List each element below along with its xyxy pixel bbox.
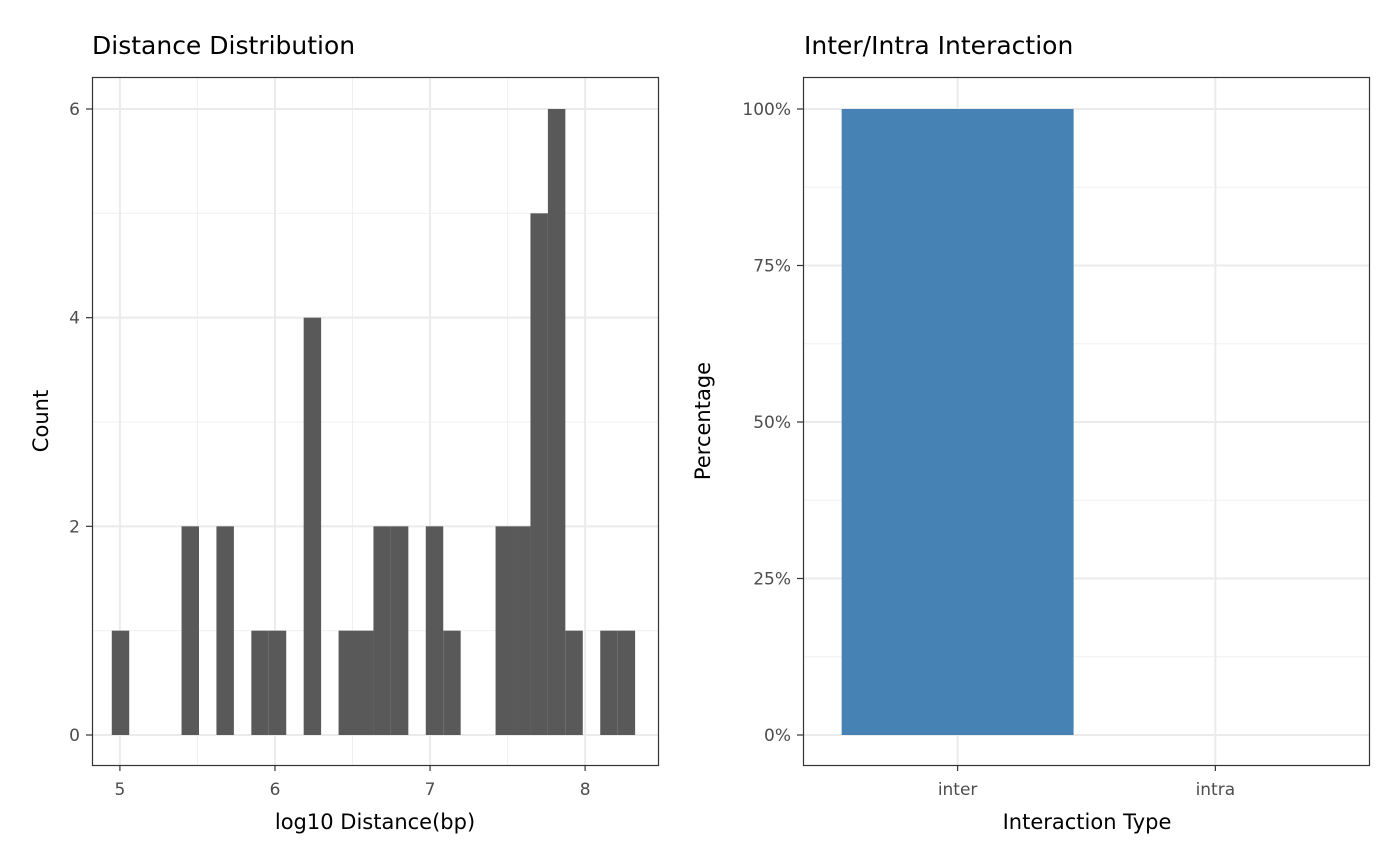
percentage-bar-inter bbox=[841, 109, 1074, 735]
histogram-bar bbox=[356, 630, 374, 735]
y-tick-label: 4 bbox=[69, 309, 80, 329]
histogram-bar bbox=[303, 317, 322, 735]
y-tick-label: 2 bbox=[69, 517, 80, 537]
interaction-panel-border bbox=[802, 76, 1371, 767]
y-tick-label: 100% bbox=[742, 100, 791, 120]
histogram-bar bbox=[268, 630, 287, 735]
histogram-bar bbox=[617, 630, 636, 735]
histogram-bar bbox=[513, 526, 531, 735]
y-tick-label: 6 bbox=[69, 100, 80, 120]
histogram-bar bbox=[216, 526, 234, 735]
y-tick-label: 0% bbox=[764, 726, 791, 746]
histogram-bar bbox=[443, 630, 461, 735]
interaction-type-panel: Inter/Intra Interaction 0% 25% 50% 75% 100% i… bbox=[691, 31, 1371, 834]
distance-axis-ticks: 5 6 7 8 0 2 4 6 bbox=[69, 100, 590, 800]
histogram-bar bbox=[565, 630, 583, 735]
x-tick-label: 6 bbox=[270, 780, 281, 800]
x-tick-label: 8 bbox=[580, 780, 591, 800]
histogram-bar bbox=[373, 526, 391, 735]
x-tick-label: 7 bbox=[425, 780, 436, 800]
histogram-bar bbox=[338, 630, 357, 735]
y-tick-label: 75% bbox=[753, 257, 791, 277]
histogram-bar bbox=[111, 630, 130, 735]
histogram-bar bbox=[600, 630, 618, 735]
histogram-bar bbox=[425, 526, 444, 735]
histogram-bar bbox=[181, 526, 199, 735]
distance-histogram-bars bbox=[111, 109, 636, 736]
distance-panel-border bbox=[91, 76, 660, 767]
histogram-bar bbox=[530, 213, 548, 736]
x-tick-label: intra bbox=[1196, 780, 1236, 800]
y-tick-label: 0 bbox=[69, 726, 80, 746]
histogram-bar bbox=[390, 526, 409, 735]
y-tick-label: 25% bbox=[753, 570, 791, 590]
interaction-bars bbox=[841, 109, 1074, 735]
x-tick-label: 5 bbox=[114, 780, 125, 800]
interaction-x-axis-title: Interaction Type bbox=[1003, 810, 1172, 834]
interaction-y-axis-title: Percentage bbox=[691, 362, 715, 480]
distance-y-axis-title: Count bbox=[29, 390, 53, 452]
histogram-bar bbox=[547, 109, 566, 735]
y-tick-label: 50% bbox=[753, 413, 791, 433]
interaction-axis-ticks: 0% 25% 50% 75% 100% inter intra bbox=[742, 100, 1235, 800]
interaction-title: Inter/Intra Interaction bbox=[804, 31, 1073, 60]
distance-distribution-title: Distance Distribution bbox=[92, 31, 355, 60]
distance-distribution-panel: Distance Distribution 5 6 7 8 0 2 4 6 log10 Dis… bbox=[29, 31, 660, 834]
x-tick-label: inter bbox=[938, 780, 978, 800]
distance-x-axis-title: log10 Distance(bp) bbox=[275, 810, 475, 834]
histogram-bar bbox=[251, 630, 269, 735]
histogram-bar bbox=[495, 526, 514, 735]
